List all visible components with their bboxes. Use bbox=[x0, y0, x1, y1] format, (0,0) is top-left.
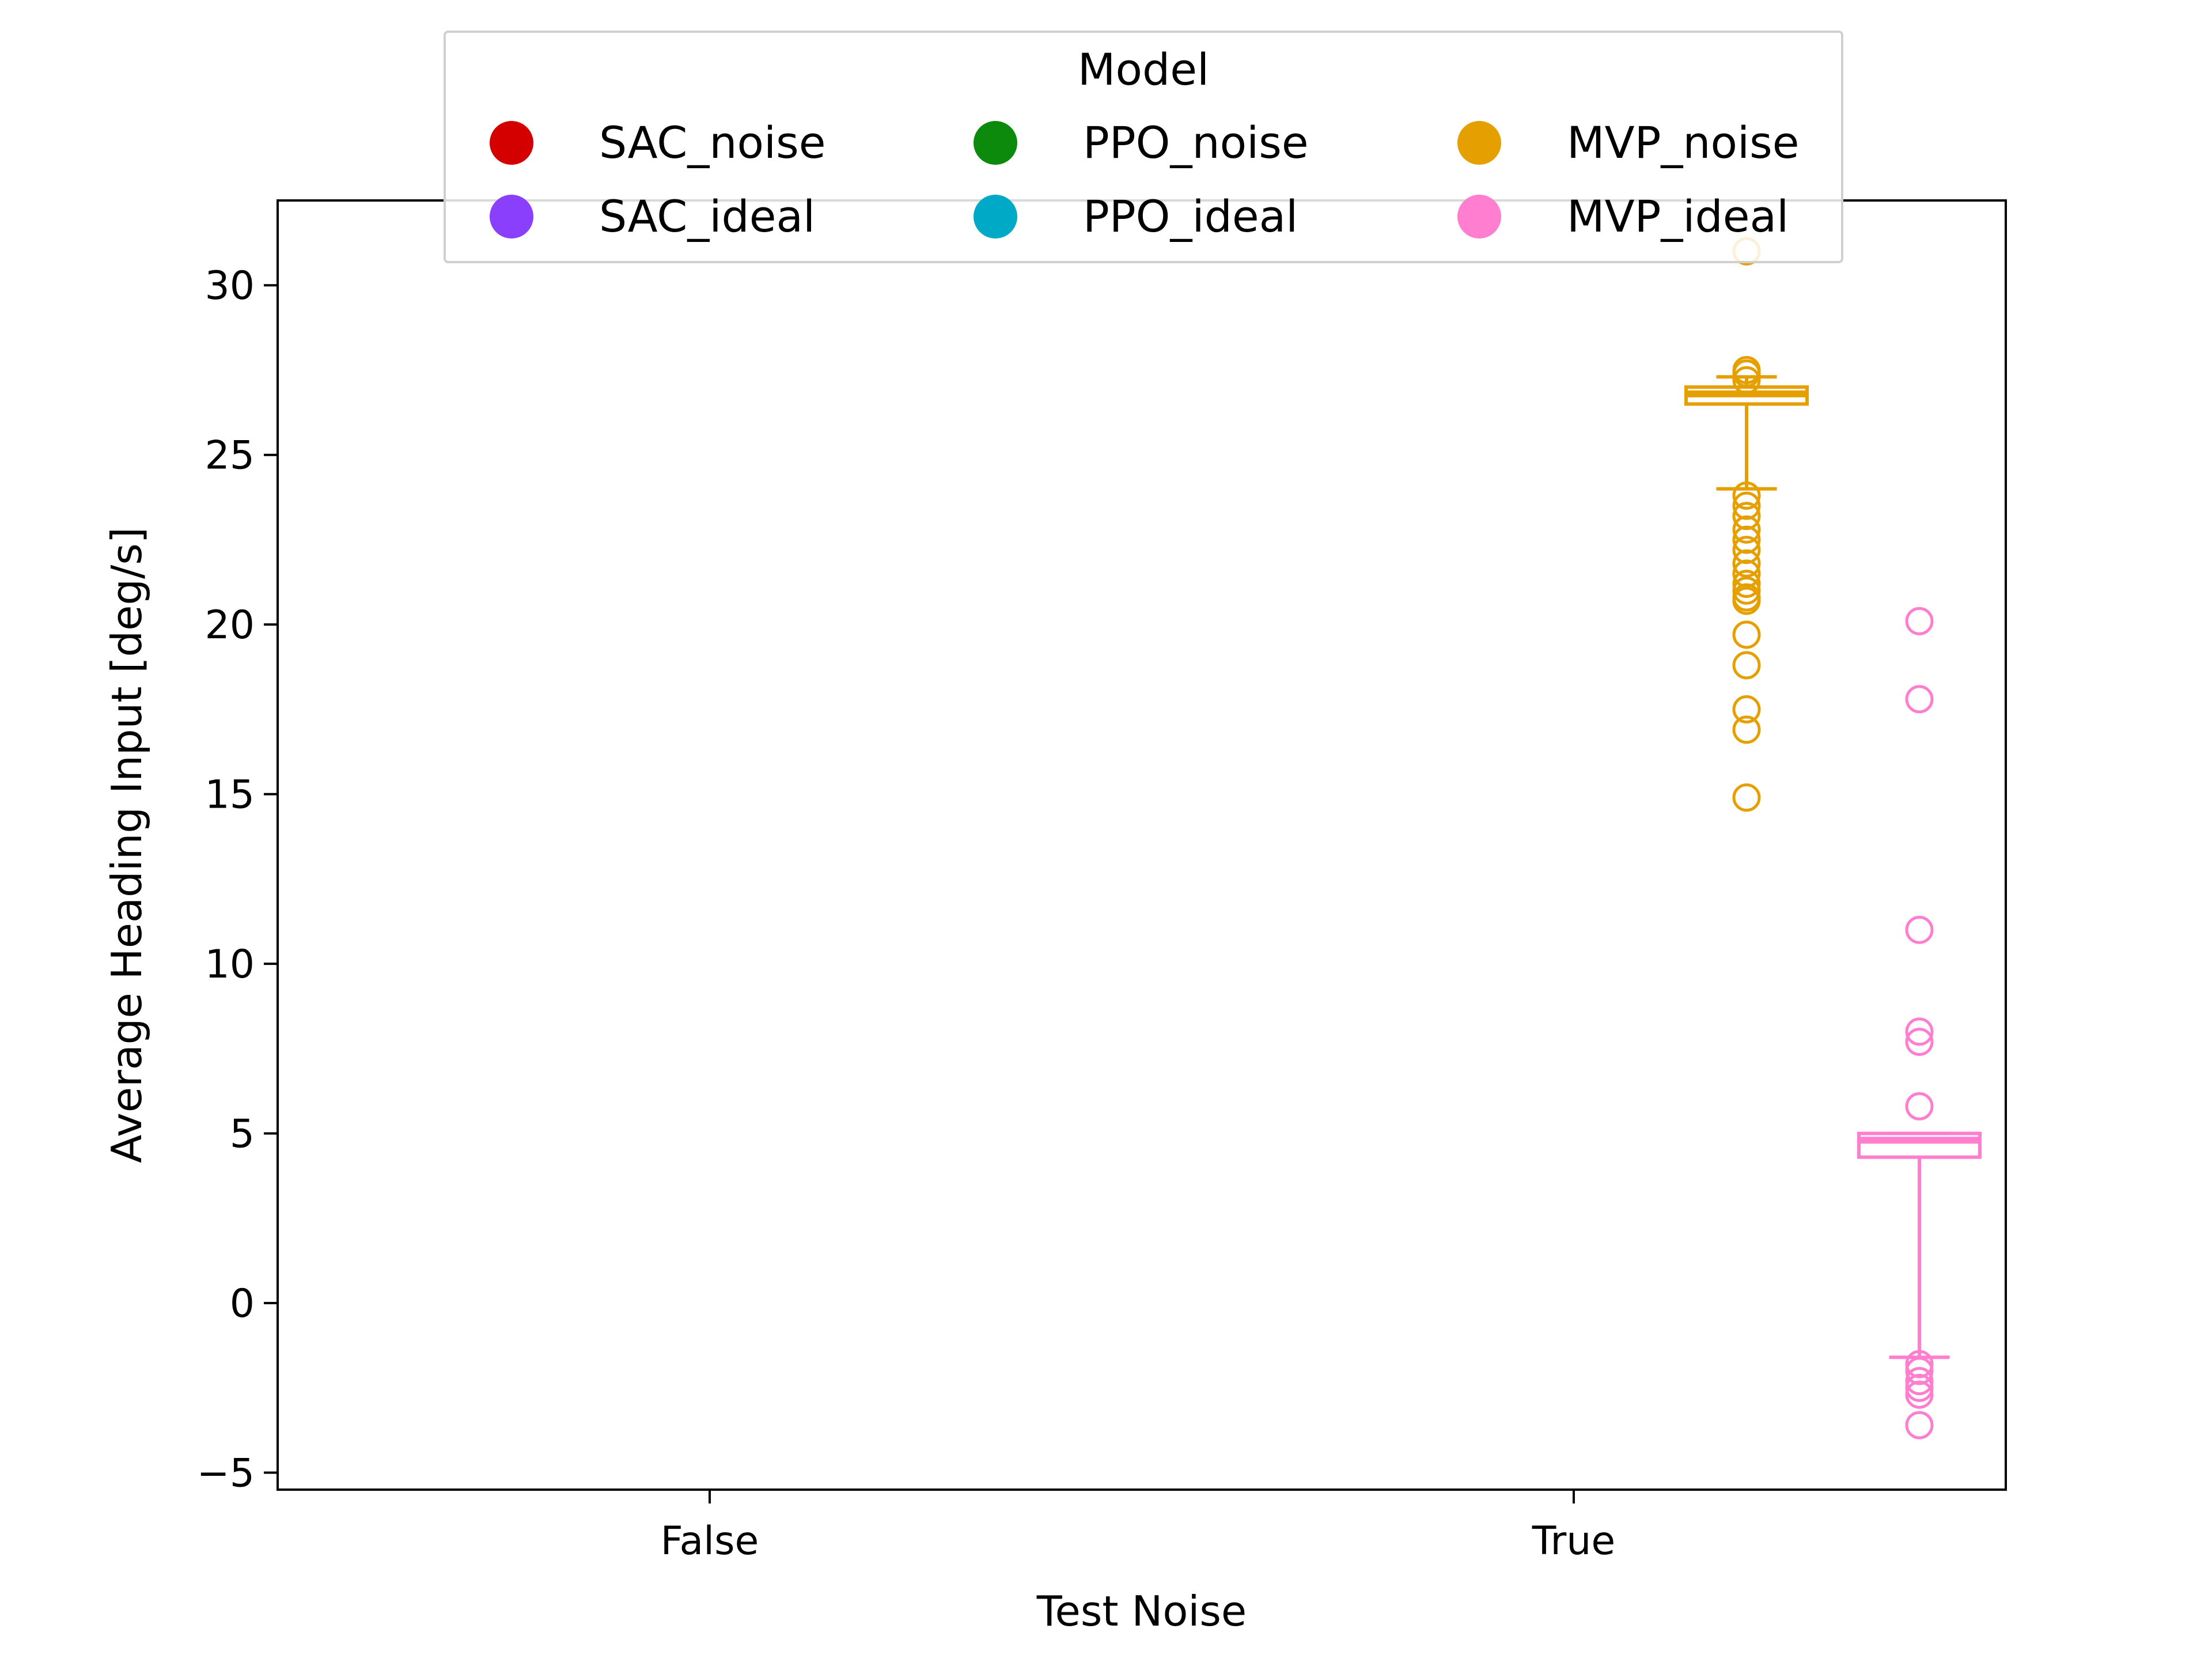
outlier-point bbox=[1732, 586, 1761, 615]
legend-marker bbox=[490, 195, 533, 238]
plot-area bbox=[278, 200, 2006, 1490]
outlier-point bbox=[1905, 1350, 1934, 1378]
y-axis-label: Average Heading Input [deg/s] bbox=[103, 527, 151, 1163]
outlier-point bbox=[1732, 536, 1761, 565]
outlier-point bbox=[1905, 1373, 1934, 1402]
outlier-point bbox=[1905, 1380, 1934, 1409]
y-tick-label: −5 bbox=[197, 1451, 255, 1497]
legend-item: MVP_ideal bbox=[1457, 191, 1789, 242]
outlier-point bbox=[1732, 491, 1761, 520]
y-tick-label: 30 bbox=[204, 263, 255, 309]
legend-label: PPO_noise bbox=[1083, 117, 1309, 168]
legend-title: Model bbox=[1078, 44, 1209, 95]
legend-label: SAC_noise bbox=[599, 117, 826, 168]
outlier-point bbox=[1905, 1017, 1934, 1046]
outlier-point bbox=[1905, 1411, 1934, 1440]
outlier-point bbox=[1732, 525, 1761, 554]
y-tick-label: 15 bbox=[204, 772, 255, 818]
y-axis: −5 0 5 10 15 20 25 30 bbox=[197, 263, 278, 1497]
y-tick-label: 20 bbox=[204, 603, 255, 648]
box-MVP_ideal bbox=[1857, 607, 1982, 1440]
outlier-point bbox=[1732, 783, 1761, 812]
outlier-point bbox=[1732, 515, 1761, 544]
outlier-point bbox=[1732, 695, 1761, 724]
outlier-point bbox=[1732, 359, 1761, 388]
y-tick-label: 25 bbox=[204, 433, 255, 479]
outlier-point bbox=[1732, 549, 1761, 578]
outlier-point bbox=[1905, 1357, 1934, 1385]
outlier-point bbox=[1905, 1028, 1934, 1056]
legend-marker bbox=[974, 121, 1017, 165]
box-body bbox=[1857, 1131, 1982, 1159]
legend-marker bbox=[974, 195, 1017, 238]
legend-label: MVP_noise bbox=[1567, 117, 1800, 168]
legend-marker bbox=[490, 121, 533, 165]
legend-marker bbox=[1457, 121, 1501, 165]
outlier-point bbox=[1732, 651, 1761, 680]
legend-marker bbox=[1457, 195, 1501, 238]
legend-item: PPO_ideal bbox=[974, 191, 1298, 242]
legend-item: SAC_ideal bbox=[490, 191, 815, 242]
legend: Model SAC_noise SAC_ideal PPO_noise PPO_ide… bbox=[444, 31, 1843, 263]
outlier-point bbox=[1732, 620, 1761, 649]
outlier-point bbox=[1732, 481, 1761, 510]
outlier-point bbox=[1905, 915, 1934, 944]
outlier-point bbox=[1905, 607, 1934, 635]
outlier-point bbox=[1732, 559, 1761, 588]
outlier-point bbox=[1732, 576, 1761, 605]
legend-label: MVP_ideal bbox=[1567, 191, 1789, 242]
x-tick-label: True bbox=[1532, 1518, 1615, 1564]
legend-item: SAC_noise bbox=[490, 117, 826, 168]
legend-item: PPO_noise bbox=[974, 117, 1309, 168]
legend-label: SAC_ideal bbox=[599, 191, 815, 242]
legend-label: PPO_ideal bbox=[1083, 191, 1298, 242]
y-tick-label: 10 bbox=[204, 942, 255, 987]
outlier-point bbox=[1905, 1092, 1934, 1120]
x-axis: False True bbox=[661, 1490, 1615, 1564]
y-tick-label: 5 bbox=[230, 1112, 255, 1157]
outlier-point bbox=[1732, 502, 1761, 531]
x-tick-label: False bbox=[661, 1518, 759, 1564]
y-tick-label: 0 bbox=[230, 1281, 255, 1327]
outlier-point bbox=[1732, 570, 1761, 599]
outlier-point bbox=[1732, 715, 1761, 744]
outlier-point bbox=[1905, 685, 1934, 714]
x-axis-label: Test Noise bbox=[1036, 1587, 1247, 1635]
outlier-point bbox=[1732, 366, 1761, 395]
outlier-point bbox=[1905, 1367, 1934, 1396]
legend-item: MVP_noise bbox=[1457, 117, 1800, 168]
